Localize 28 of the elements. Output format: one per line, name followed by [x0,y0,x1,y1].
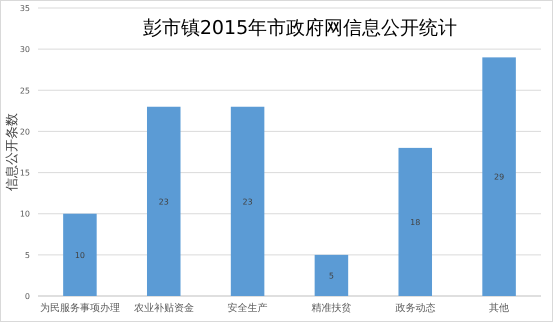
data-label: 29 [494,172,504,182]
x-tick-label: 精准扶贫 [311,302,352,314]
data-label: 5 [328,271,334,280]
x-tick-label: 其他 [489,302,510,314]
y-tick-label: 25 [20,86,30,96]
y-tick-label: 0 [24,292,30,301]
y-tick-label: 35 [20,4,30,13]
x-tick-label: 为民服务事项办理 [40,302,120,314]
x-tick-label: 农业补贴资金 [134,302,194,314]
y-tick-label: 5 [24,250,30,260]
bar [63,214,97,296]
x-tick-label: 安全生产 [228,302,268,314]
y-tick-label: 15 [20,168,30,178]
text: 彭市镇2015年市政府网信息公开统计 [142,17,458,39]
y-tick-label: 20 [20,127,30,136]
y-tick-label: 30 [20,45,30,54]
y-tick-label: 10 [20,210,30,219]
bar [398,148,432,296]
data-label: 18 [410,218,420,227]
bar [146,106,181,296]
bar [230,106,264,296]
x-tick-label: 政务动态 [395,302,436,314]
y-axis-title: 信息公开条数 [5,113,20,191]
data-label: 10 [74,250,86,260]
data-label: 23 [158,197,169,206]
bar [314,254,348,296]
data-label: 23 [242,197,253,206]
bar [482,57,516,296]
